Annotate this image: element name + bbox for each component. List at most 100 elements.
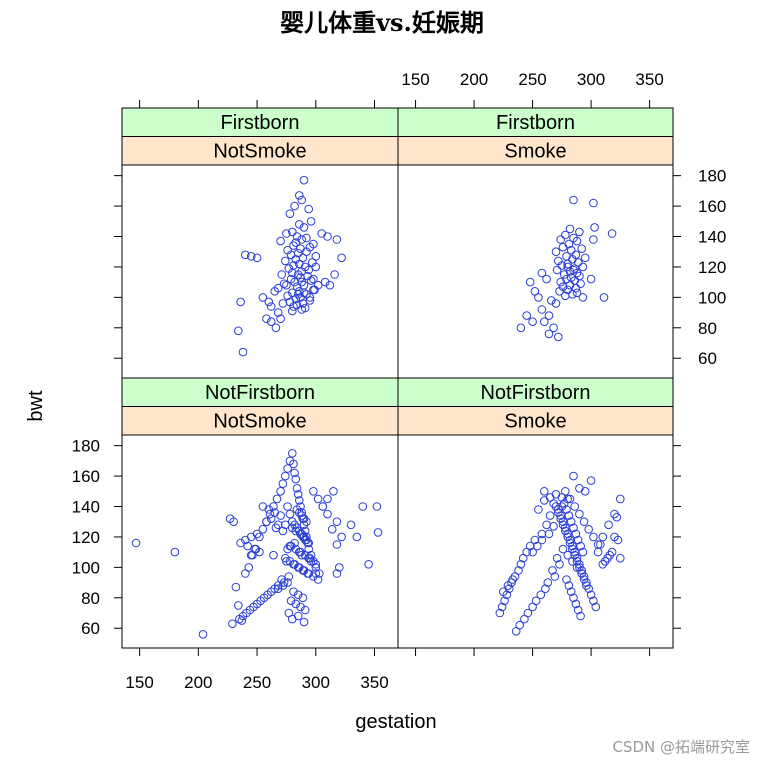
data-point bbox=[603, 553, 612, 563]
data-point bbox=[564, 511, 574, 520]
data-point bbox=[568, 290, 577, 299]
data-point bbox=[575, 509, 584, 519]
x-axis-title: gestation bbox=[355, 711, 436, 733]
data-point bbox=[285, 557, 295, 566]
data-point bbox=[292, 232, 302, 241]
data-point bbox=[593, 540, 603, 549]
data-point bbox=[290, 538, 299, 548]
data-point bbox=[170, 547, 180, 557]
data-point bbox=[549, 522, 558, 531]
data-point bbox=[556, 514, 566, 524]
data-point bbox=[561, 487, 570, 496]
data-point bbox=[309, 487, 318, 496]
data-point bbox=[313, 280, 323, 290]
data-point bbox=[571, 599, 581, 609]
x-tick-label-top: 300 bbox=[577, 70, 605, 89]
data-point bbox=[576, 611, 585, 621]
data-point bbox=[236, 297, 245, 307]
data-point bbox=[537, 529, 547, 539]
data-point bbox=[327, 525, 337, 534]
chart-frame: FirstbornNotSmokeFirstbornSmokeNotFirstb… bbox=[72, 70, 727, 692]
data-point bbox=[299, 223, 309, 232]
data-point bbox=[305, 293, 315, 302]
data-point bbox=[289, 302, 298, 311]
data-point bbox=[231, 582, 241, 592]
data-point bbox=[568, 544, 577, 554]
data-point bbox=[276, 314, 285, 324]
data-point bbox=[561, 230, 570, 240]
panel-4: NotFirstborn Smoke bbox=[397, 377, 674, 649]
data-point bbox=[556, 235, 566, 244]
data-point bbox=[571, 529, 581, 539]
data-point bbox=[299, 617, 309, 627]
data-point bbox=[565, 538, 575, 548]
data-point bbox=[600, 557, 610, 566]
watermark: CSDN @拓端研究室 bbox=[612, 738, 750, 756]
x-tick-label: 250 bbox=[243, 673, 271, 692]
data-point bbox=[236, 538, 245, 548]
data-point bbox=[235, 614, 244, 624]
data-point bbox=[290, 277, 299, 287]
data-point bbox=[563, 532, 573, 542]
data-point bbox=[297, 195, 307, 205]
data-point bbox=[300, 605, 310, 615]
data-point bbox=[311, 560, 321, 569]
data-point bbox=[241, 250, 250, 260]
y-tick-label: 120 bbox=[72, 528, 100, 547]
data-point bbox=[525, 277, 535, 287]
data-point bbox=[573, 605, 583, 615]
x-tick-label-top: 200 bbox=[460, 70, 488, 89]
chart-title: 婴儿体重vs.妊娠期 bbox=[280, 8, 484, 37]
data-point bbox=[579, 517, 589, 527]
data-point bbox=[575, 560, 584, 569]
data-point bbox=[306, 276, 316, 285]
data-point bbox=[272, 494, 282, 504]
data-point bbox=[288, 227, 297, 237]
data-point bbox=[296, 273, 305, 282]
data-point bbox=[598, 560, 608, 569]
data-point bbox=[311, 569, 321, 578]
data-point bbox=[537, 305, 547, 314]
data-point bbox=[258, 525, 268, 534]
data-point bbox=[589, 596, 598, 606]
data-point bbox=[566, 517, 576, 527]
data-point bbox=[286, 596, 296, 606]
data-point bbox=[563, 529, 573, 539]
data-point bbox=[281, 553, 290, 563]
data-point bbox=[282, 229, 291, 238]
data-point bbox=[551, 299, 561, 308]
data-point bbox=[540, 496, 549, 505]
y-tick-label-right: 100 bbox=[698, 288, 726, 307]
data-point bbox=[559, 270, 569, 279]
data-point bbox=[234, 326, 243, 336]
data-point bbox=[563, 550, 573, 560]
data-point bbox=[290, 468, 299, 478]
data-point bbox=[576, 279, 585, 289]
data-point bbox=[511, 627, 521, 636]
data-point bbox=[605, 550, 615, 560]
data-point bbox=[284, 572, 294, 581]
data-point bbox=[243, 541, 252, 551]
data-point bbox=[276, 487, 285, 496]
data-point bbox=[548, 566, 557, 575]
data-point bbox=[569, 265, 578, 275]
data-point bbox=[282, 280, 291, 290]
data-point bbox=[273, 584, 283, 594]
data-point bbox=[579, 575, 589, 584]
data-point bbox=[616, 553, 625, 563]
data-point bbox=[306, 217, 316, 226]
data-point bbox=[279, 279, 289, 289]
data-point bbox=[335, 563, 344, 572]
data-point bbox=[346, 520, 356, 530]
data-point bbox=[580, 253, 590, 263]
strip-inner-label: NotSmoke bbox=[213, 411, 306, 433]
data-point bbox=[262, 517, 271, 527]
data-point bbox=[291, 599, 301, 609]
data-point bbox=[352, 532, 362, 542]
strip-outer-label: NotFirstborn bbox=[205, 382, 315, 404]
data-point bbox=[528, 602, 537, 612]
data-point bbox=[323, 232, 332, 241]
data-point bbox=[313, 575, 323, 584]
panel-border bbox=[121, 434, 399, 649]
data-point bbox=[534, 293, 543, 302]
